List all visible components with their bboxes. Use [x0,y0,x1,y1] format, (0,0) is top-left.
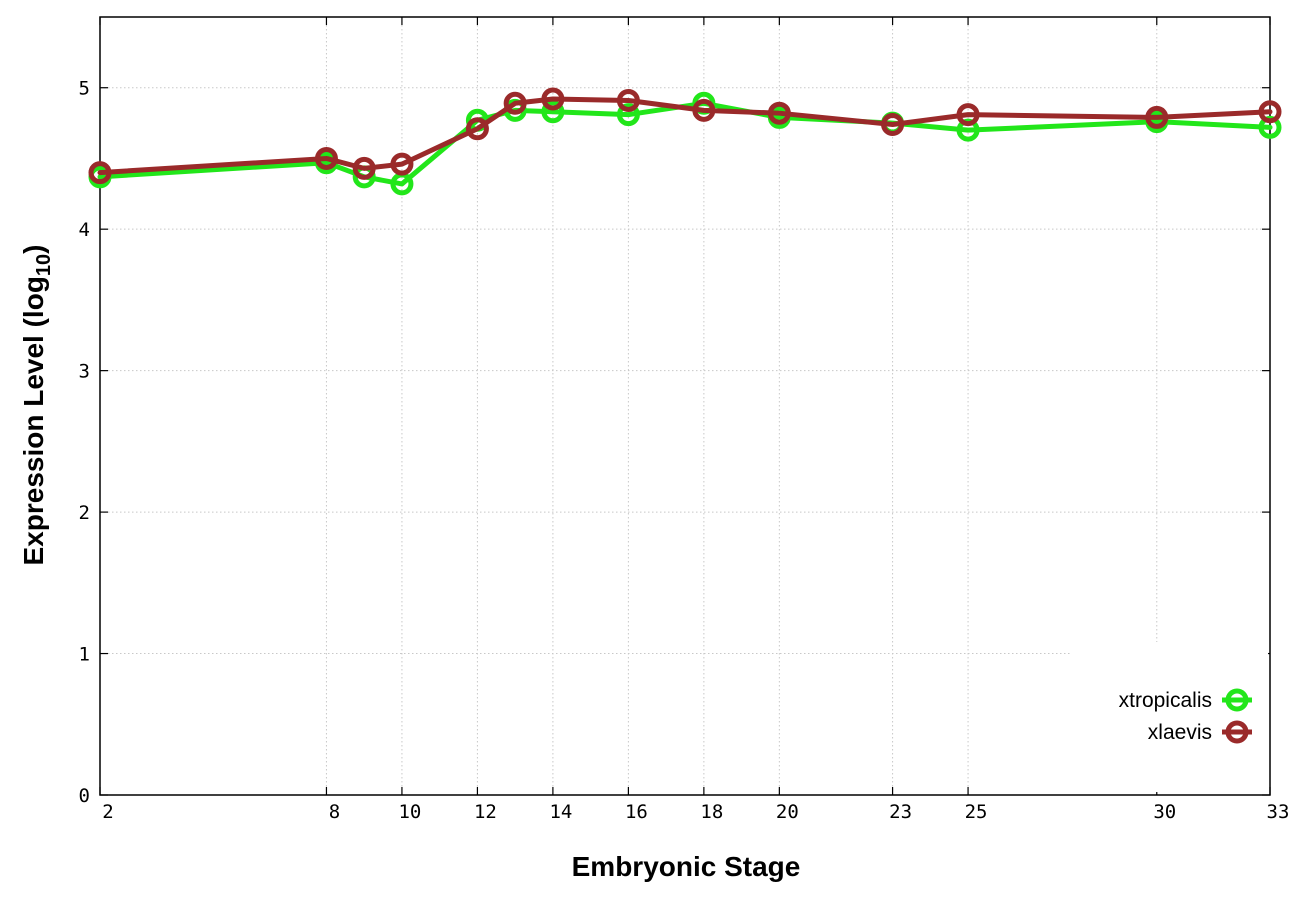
data-point-xlaevis [352,156,376,180]
data-point-xlaevis [1258,100,1282,124]
legend-swatch-marker [1225,688,1249,712]
data-point-xlaevis [767,101,791,125]
y-axis-title-main: Expression Level (log [18,276,49,565]
plot-area-frame [99,16,1271,796]
x-tick-label: 20 [776,801,799,823]
legend-label: xlaevis [1148,721,1212,744]
data-point-xlaevis [692,98,716,122]
data-point-xtropicalis [616,103,640,127]
series-xlaevis [88,87,1282,185]
data-point-xtropicalis [541,100,565,124]
data-point-xlaevis [881,113,905,137]
x-tick-label: 16 [625,801,648,823]
data-point-xlaevis [1145,105,1169,129]
y-tick-label: 3 [79,361,90,383]
grid-lines [99,17,1271,795]
series-line-xlaevis [97,96,1273,176]
x-tick-label: 30 [1153,801,1176,823]
x-tick-label: 14 [549,801,572,823]
y-axis-title: Expression Level (log10) [18,245,55,566]
series-group [88,87,1282,196]
y-tick-label: 1 [79,644,90,666]
y-tick-label: 5 [79,78,90,100]
data-point-xlaevis [390,152,414,176]
x-tick-label: 25 [965,801,988,823]
legend-swatch-marker [1225,720,1249,744]
x-tick-label: 12 [474,801,497,823]
data-point-xlaevis [465,117,489,141]
y-tick-label: 4 [79,219,90,241]
legend-label: xtropicalis [1119,689,1212,712]
x-tick-label: 33 [1267,801,1290,823]
x-tick-label: 8 [329,801,340,823]
x-tick-label: 10 [398,801,421,823]
x-tick-label: 23 [889,801,912,823]
x-axis-title: Embryonic Stage [572,851,801,882]
legend-background [1072,642,1268,792]
y-axis-title-subscript: 10 [33,254,55,276]
series-line-xtropicalis [97,100,1273,187]
legend-item-xlaevis: xlaevis [1148,720,1252,744]
x-tick-label: 18 [700,801,723,823]
data-point-xlaevis [541,87,565,111]
legend-item-xtropicalis: xtropicalis [1119,688,1252,712]
data-point-xlaevis [956,103,980,127]
y-axis-title-close: ) [18,245,49,254]
y-tick-label: 2 [79,502,90,524]
y-tick-label: 0 [79,785,90,807]
data-point-xlaevis [503,91,527,115]
data-point-xlaevis [314,146,338,170]
x-tick-label: 2 [102,801,113,823]
data-point-xlaevis [88,161,112,185]
legend: xtropicalis xlaevis [1072,642,1268,792]
data-point-xlaevis [616,88,640,112]
